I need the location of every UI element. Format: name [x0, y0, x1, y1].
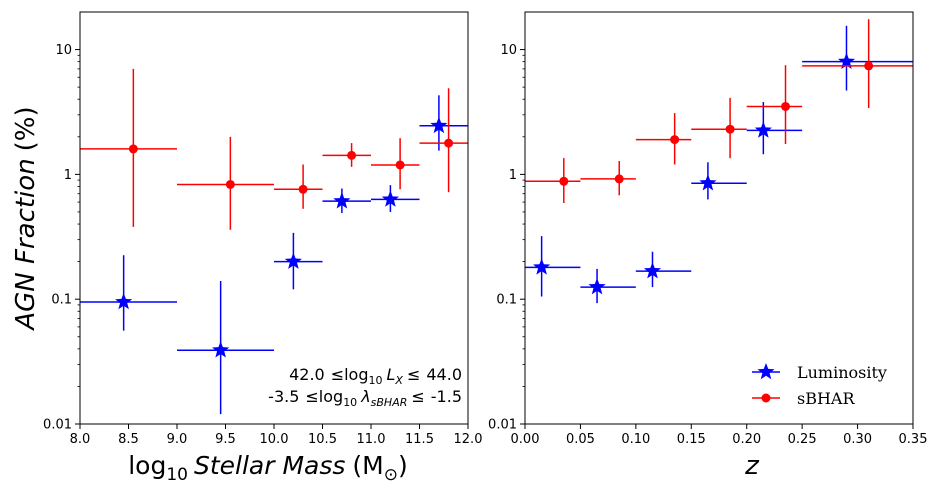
- y-tick-label: 0.01: [43, 418, 72, 433]
- legend-sbhar-circle-icon: [761, 393, 771, 403]
- data-point-circle: [559, 176, 569, 186]
- x-tick-label: 0.10: [621, 432, 650, 447]
- data-point-star: [333, 192, 351, 209]
- left-x-axis-title: log10 Stellar Mass (M⊙): [128, 451, 408, 485]
- x-tick-label: 0.15: [677, 432, 706, 447]
- data-point-circle: [128, 144, 138, 154]
- data-point-star: [699, 174, 717, 191]
- series-luminosity: [525, 25, 913, 304]
- right-panel: 0.00 0.05 0.10 0.15 0.20 0.25 0.30 0.35 0.01 0.1…: [488, 11, 928, 481]
- y-tick-label: 1: [64, 168, 72, 183]
- legend-sbhar-label: sBHAR: [797, 389, 855, 408]
- y-tick-label: 1: [509, 168, 517, 183]
- data-point-circle: [781, 101, 791, 111]
- data-point-star: [837, 52, 856, 69]
- y-tick-label: 0.1: [51, 293, 72, 308]
- y-tick-label: 10: [55, 43, 72, 58]
- data-point-star: [430, 116, 448, 134]
- right-x-ticks: 0.00 0.05 0.10 0.15 0.20 0.25 0.30 0.35: [511, 424, 928, 447]
- x-tick-label: 0.35: [899, 432, 928, 447]
- y-tick-label: 10: [500, 43, 517, 58]
- data-point-star: [754, 121, 772, 138]
- x-tick-label: 0.25: [788, 432, 817, 447]
- x-tick-label: 9.0: [167, 432, 188, 447]
- data-point-circle: [298, 184, 308, 194]
- y-tick-label: 0.01: [488, 418, 517, 433]
- left-panel: 8.0 8.5 9.0 9.5 10.0 10.5 11.0 11.5 12.0 0.01 0.1…: [11, 11, 483, 485]
- x-tick-label: 0.05: [566, 432, 595, 447]
- x-tick-label: 10.5: [308, 432, 337, 447]
- data-point-star: [643, 262, 662, 279]
- right-plot-marks: [525, 19, 913, 304]
- legend-item-sbhar: sBHAR: [752, 389, 855, 408]
- data-point-circle: [725, 124, 735, 134]
- data-point-circle: [395, 160, 405, 170]
- y-tick-label: 0.1: [496, 293, 517, 308]
- legend-item-luminosity: Luminosity: [752, 363, 887, 382]
- x-tick-label: 0.30: [843, 432, 872, 447]
- data-point-star: [284, 252, 302, 269]
- series-sbhar: [80, 68, 468, 230]
- left-plot-marks: [80, 68, 468, 415]
- data-point-star: [115, 292, 133, 310]
- data-point-circle: [614, 174, 624, 184]
- right-plot-frame: [524, 11, 914, 425]
- right-y-ticks: 0.01 0.1 1 10: [488, 43, 525, 433]
- left-y-ticks: 0.01 0.1 1 10: [43, 43, 80, 433]
- x-tick-label: 10.0: [260, 432, 289, 447]
- data-point-circle: [347, 150, 357, 160]
- data-point-circle: [225, 179, 235, 189]
- x-tick-label: 8.5: [118, 432, 139, 447]
- series-luminosity: [80, 95, 468, 415]
- data-point-star: [533, 258, 551, 275]
- data-point-star: [588, 278, 606, 295]
- x-tick-label: 11.5: [405, 432, 434, 447]
- series-sbhar: [525, 19, 913, 203]
- selection-annotation: 42.0 ≤log10 LX ≤44.0 -3.5 ≤log10 λsBHAR ≤ -1.5: [268, 365, 462, 409]
- legend: Luminosity sBHAR: [752, 363, 887, 408]
- left-y-axis-title: AGN Fraction(%): [11, 106, 41, 331]
- data-point-star: [212, 341, 230, 358]
- x-tick-label: 0.00: [511, 432, 540, 447]
- data-point-star: [381, 190, 399, 207]
- x-tick-label: 11.0: [357, 432, 386, 447]
- annotation-line-2: -3.5 ≤log10 λsBHAR ≤ -1.5: [268, 387, 462, 409]
- right-x-axis-title: z: [744, 451, 760, 481]
- left-plot-frame: [79, 11, 469, 425]
- x-tick-label: 9.5: [215, 432, 236, 447]
- legend-luminosity-star-icon: [757, 363, 775, 380]
- x-tick-label: 0.20: [732, 432, 761, 447]
- data-point-circle: [864, 61, 874, 71]
- x-tick-label: 8.0: [70, 432, 91, 447]
- annotation-line-1: 42.0 ≤log10 LX ≤44.0: [289, 365, 462, 387]
- legend-luminosity-label: Luminosity: [797, 363, 887, 382]
- x-tick-label: 12.0: [454, 432, 483, 447]
- data-point-circle: [444, 138, 454, 148]
- data-point-circle: [670, 135, 680, 145]
- left-x-ticks: 8.0 8.5 9.0 9.5 10.0 10.5 11.0 11.5 12.0: [70, 424, 483, 447]
